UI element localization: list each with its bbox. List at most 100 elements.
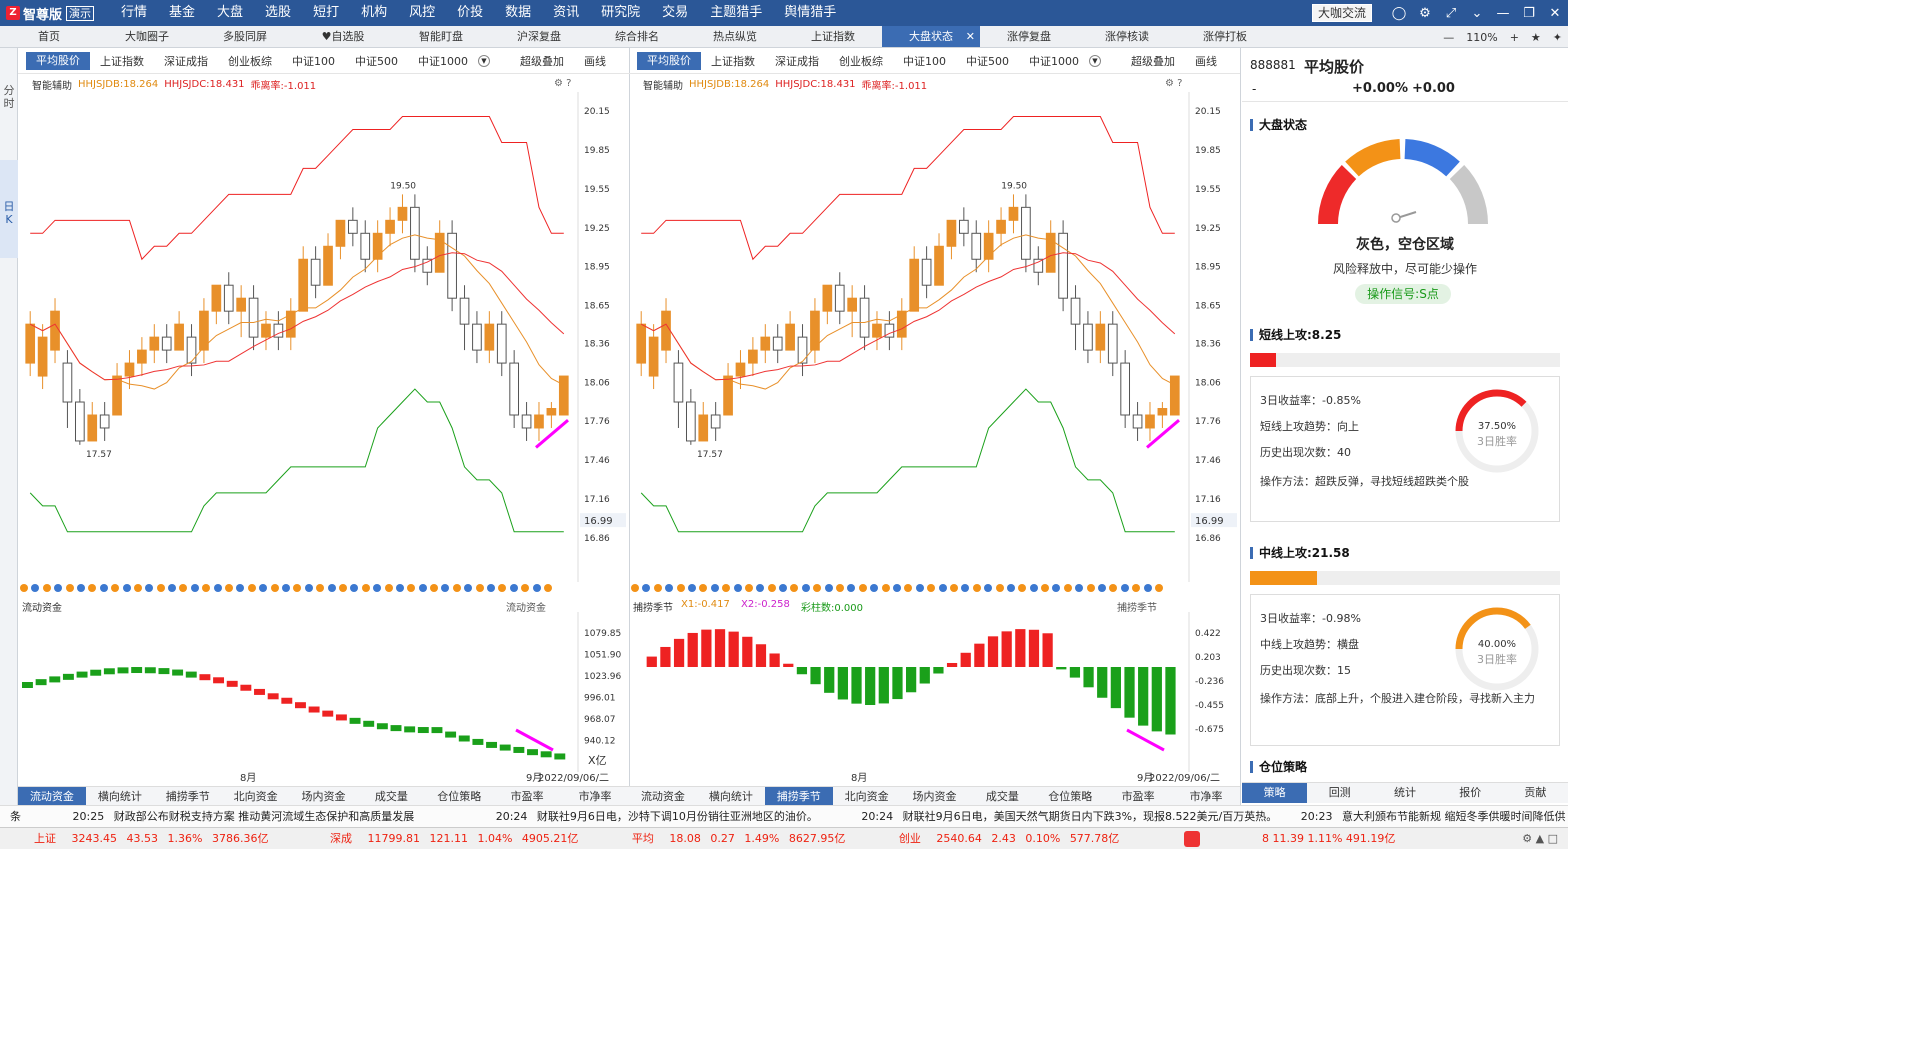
news-item-2[interactable]: 财联社9月6日电，沙特下调10月份销往亚洲地区的油价。	[536, 810, 818, 823]
tab-1[interactable]: 大咖圈子	[98, 26, 196, 47]
side-tab[interactable]: 贡献	[1502, 783, 1569, 803]
tab-9[interactable]: 大盘状态 ✕	[882, 26, 980, 47]
news-item-3[interactable]: 财联社9月6日电，美国天然气期货日内下跌3%，现报8.522美元/百万英热。	[902, 810, 1278, 823]
minimize-icon[interactable]: —	[1496, 5, 1510, 21]
indicator-tab[interactable]: 场内资金	[912, 790, 957, 803]
menu-item[interactable]: 短打	[313, 5, 340, 20]
tab-11[interactable]: 涨停核读	[1078, 26, 1176, 47]
indicator-tab[interactable]: 北向资金	[844, 790, 889, 803]
indicator-tab[interactable]: 流动资金	[640, 790, 685, 803]
indicator-name[interactable]: 智能辅助	[32, 80, 72, 92]
input-method-icon[interactable]	[1184, 831, 1200, 847]
index-dropdown-icon[interactable]: ▼	[478, 54, 490, 67]
index-tab[interactable]: 创业板综	[839, 54, 883, 68]
star-icon[interactable]: ★	[1530, 30, 1541, 44]
index-tab[interactable]: 上证指数	[711, 54, 755, 68]
indicator-name[interactable]: 智能辅助	[643, 80, 683, 92]
tab-4[interactable]: 智能盯盘	[392, 26, 490, 47]
user-icon[interactable]: ◯	[1391, 5, 1407, 21]
tab-close-icon[interactable]: ✕	[965, 30, 975, 43]
menu-item[interactable]: 行情	[121, 5, 148, 20]
zoom-in-icon[interactable]: +	[1509, 30, 1519, 44]
news-item-4[interactable]: 意大利颁布节能新规 缩短冬季供暖时间降低供	[1341, 810, 1566, 823]
chart-settings-icon[interactable]: ⚙ ?	[554, 78, 572, 89]
index-tab[interactable]: 中证500	[355, 54, 398, 68]
indicator-tab[interactable]: 场内资金	[301, 790, 346, 803]
lower-indicator-name[interactable]: 捕捞季节	[633, 603, 673, 614]
tab-2[interactable]: 多股同屏	[196, 26, 294, 47]
tray-icons[interactable]: ⚙ ▲ □	[1522, 832, 1558, 845]
side-tab[interactable]: 统计	[1372, 783, 1438, 803]
menu-item[interactable]: 数据	[505, 5, 532, 20]
menu-item[interactable]: 机构	[361, 5, 388, 20]
panel-extra-button[interactable]: 画线	[584, 54, 606, 68]
indicator-tab[interactable]: 捕捞季节	[764, 787, 833, 805]
index-tab[interactable]: 中证100	[903, 54, 946, 68]
side-tab[interactable]: 报价	[1437, 783, 1503, 803]
tab-5[interactable]: 沪深复盘	[490, 26, 588, 47]
menu-item[interactable]: 基金	[169, 5, 196, 20]
indicator-tab[interactable]: 仓位策略	[437, 790, 482, 803]
chart-settings-icon[interactable]: ⚙ ?	[1165, 78, 1183, 89]
menu-item[interactable]: 交易	[662, 5, 689, 20]
indicator-tab[interactable]: 市净率	[1189, 790, 1223, 803]
exchange-button[interactable]: 大咖交流	[1311, 4, 1372, 22]
index-tab[interactable]: 平均股价	[637, 51, 701, 70]
pj-label[interactable]: 平均	[631, 832, 654, 845]
lower-indicator-name[interactable]: 流动资金	[22, 603, 62, 614]
indicator-tab[interactable]: 市净率	[578, 790, 612, 803]
period-rk[interactable]: 日K	[0, 160, 18, 258]
period-fs[interactable]: 分时	[3, 84, 15, 110]
menu-item[interactable]: 研究院	[601, 5, 641, 20]
index-tab[interactable]: 深证成指	[164, 54, 208, 68]
menu-item[interactable]: 大盘	[217, 5, 244, 20]
indicator-tab[interactable]: 市盈率	[510, 790, 544, 803]
close-icon[interactable]: ✕	[1549, 5, 1561, 21]
news-item-1[interactable]: 财政部公布财税支持方案 推动黄河流域生态保护和高质量发展	[113, 810, 415, 823]
sz-label[interactable]: 深成	[329, 832, 352, 845]
settings-icon[interactable]: ⚙	[1419, 5, 1431, 21]
index-tab[interactable]: 中证500	[966, 54, 1009, 68]
menu-item[interactable]: 价投	[457, 5, 484, 20]
tab-12[interactable]: 涨停打板	[1176, 26, 1274, 47]
panel-extra-button[interactable]: 画线	[1195, 54, 1217, 68]
index-dropdown-icon[interactable]: ▼	[1089, 54, 1101, 67]
menu-item[interactable]: 主题猎手	[710, 5, 763, 20]
indicator-tab[interactable]: 北向资金	[233, 790, 278, 803]
menu-item[interactable]: 风控	[409, 5, 436, 20]
menu-item[interactable]: 资讯	[553, 5, 580, 20]
tab-8[interactable]: 上证指数	[784, 26, 882, 47]
indicator-tab[interactable]: 流动资金	[18, 787, 86, 805]
menu-item[interactable]: 选股	[265, 5, 292, 20]
panel-extra-button[interactable]: 超级叠加	[520, 54, 564, 68]
indicator-tab[interactable]: 成交量	[985, 790, 1019, 803]
tab-3[interactable]: ♥自选股	[294, 26, 392, 47]
index-tab[interactable]: 中证100	[292, 54, 335, 68]
dropdown-icon[interactable]: ⌄	[1471, 5, 1483, 21]
indicator-tab[interactable]: 仓位策略	[1048, 790, 1093, 803]
indicator-tab[interactable]: 捕捞季节	[165, 790, 210, 803]
indicator-tab[interactable]: 成交量	[374, 790, 408, 803]
index-tab[interactable]: 中证1000	[1029, 54, 1079, 68]
tab-0[interactable]: 首页	[0, 26, 98, 47]
shrink-icon[interactable]: ⤢	[1445, 5, 1457, 21]
index-tab[interactable]: 上证指数	[100, 54, 144, 68]
index-tab[interactable]: 中证1000	[418, 54, 468, 68]
tab-6[interactable]: 综合排名	[588, 26, 686, 47]
side-tab[interactable]: 回测	[1307, 783, 1373, 803]
index-tab[interactable]: 深证成指	[775, 54, 819, 68]
indicator-tab[interactable]: 市盈率	[1121, 790, 1155, 803]
side-tab[interactable]: 策略	[1242, 783, 1308, 803]
pin-icon[interactable]: ✦	[1552, 30, 1562, 44]
index-tab[interactable]: 平均股价	[26, 51, 90, 70]
zoom-out-icon[interactable]: —	[1443, 30, 1455, 44]
indicator-tab[interactable]: 横向统计	[97, 790, 142, 803]
tab-7[interactable]: 热点纵览	[686, 26, 784, 47]
sh-label[interactable]: 上证	[34, 832, 56, 845]
tab-10[interactable]: 涨停复盘	[980, 26, 1078, 47]
panel-extra-button[interactable]: 超级叠加	[1131, 54, 1175, 68]
menu-item[interactable]: 舆情猎手	[784, 5, 837, 20]
indicator-tab[interactable]: 横向统计	[708, 790, 753, 803]
index-tab[interactable]: 创业板综	[228, 54, 272, 68]
cy-label[interactable]: 创业	[898, 832, 921, 845]
